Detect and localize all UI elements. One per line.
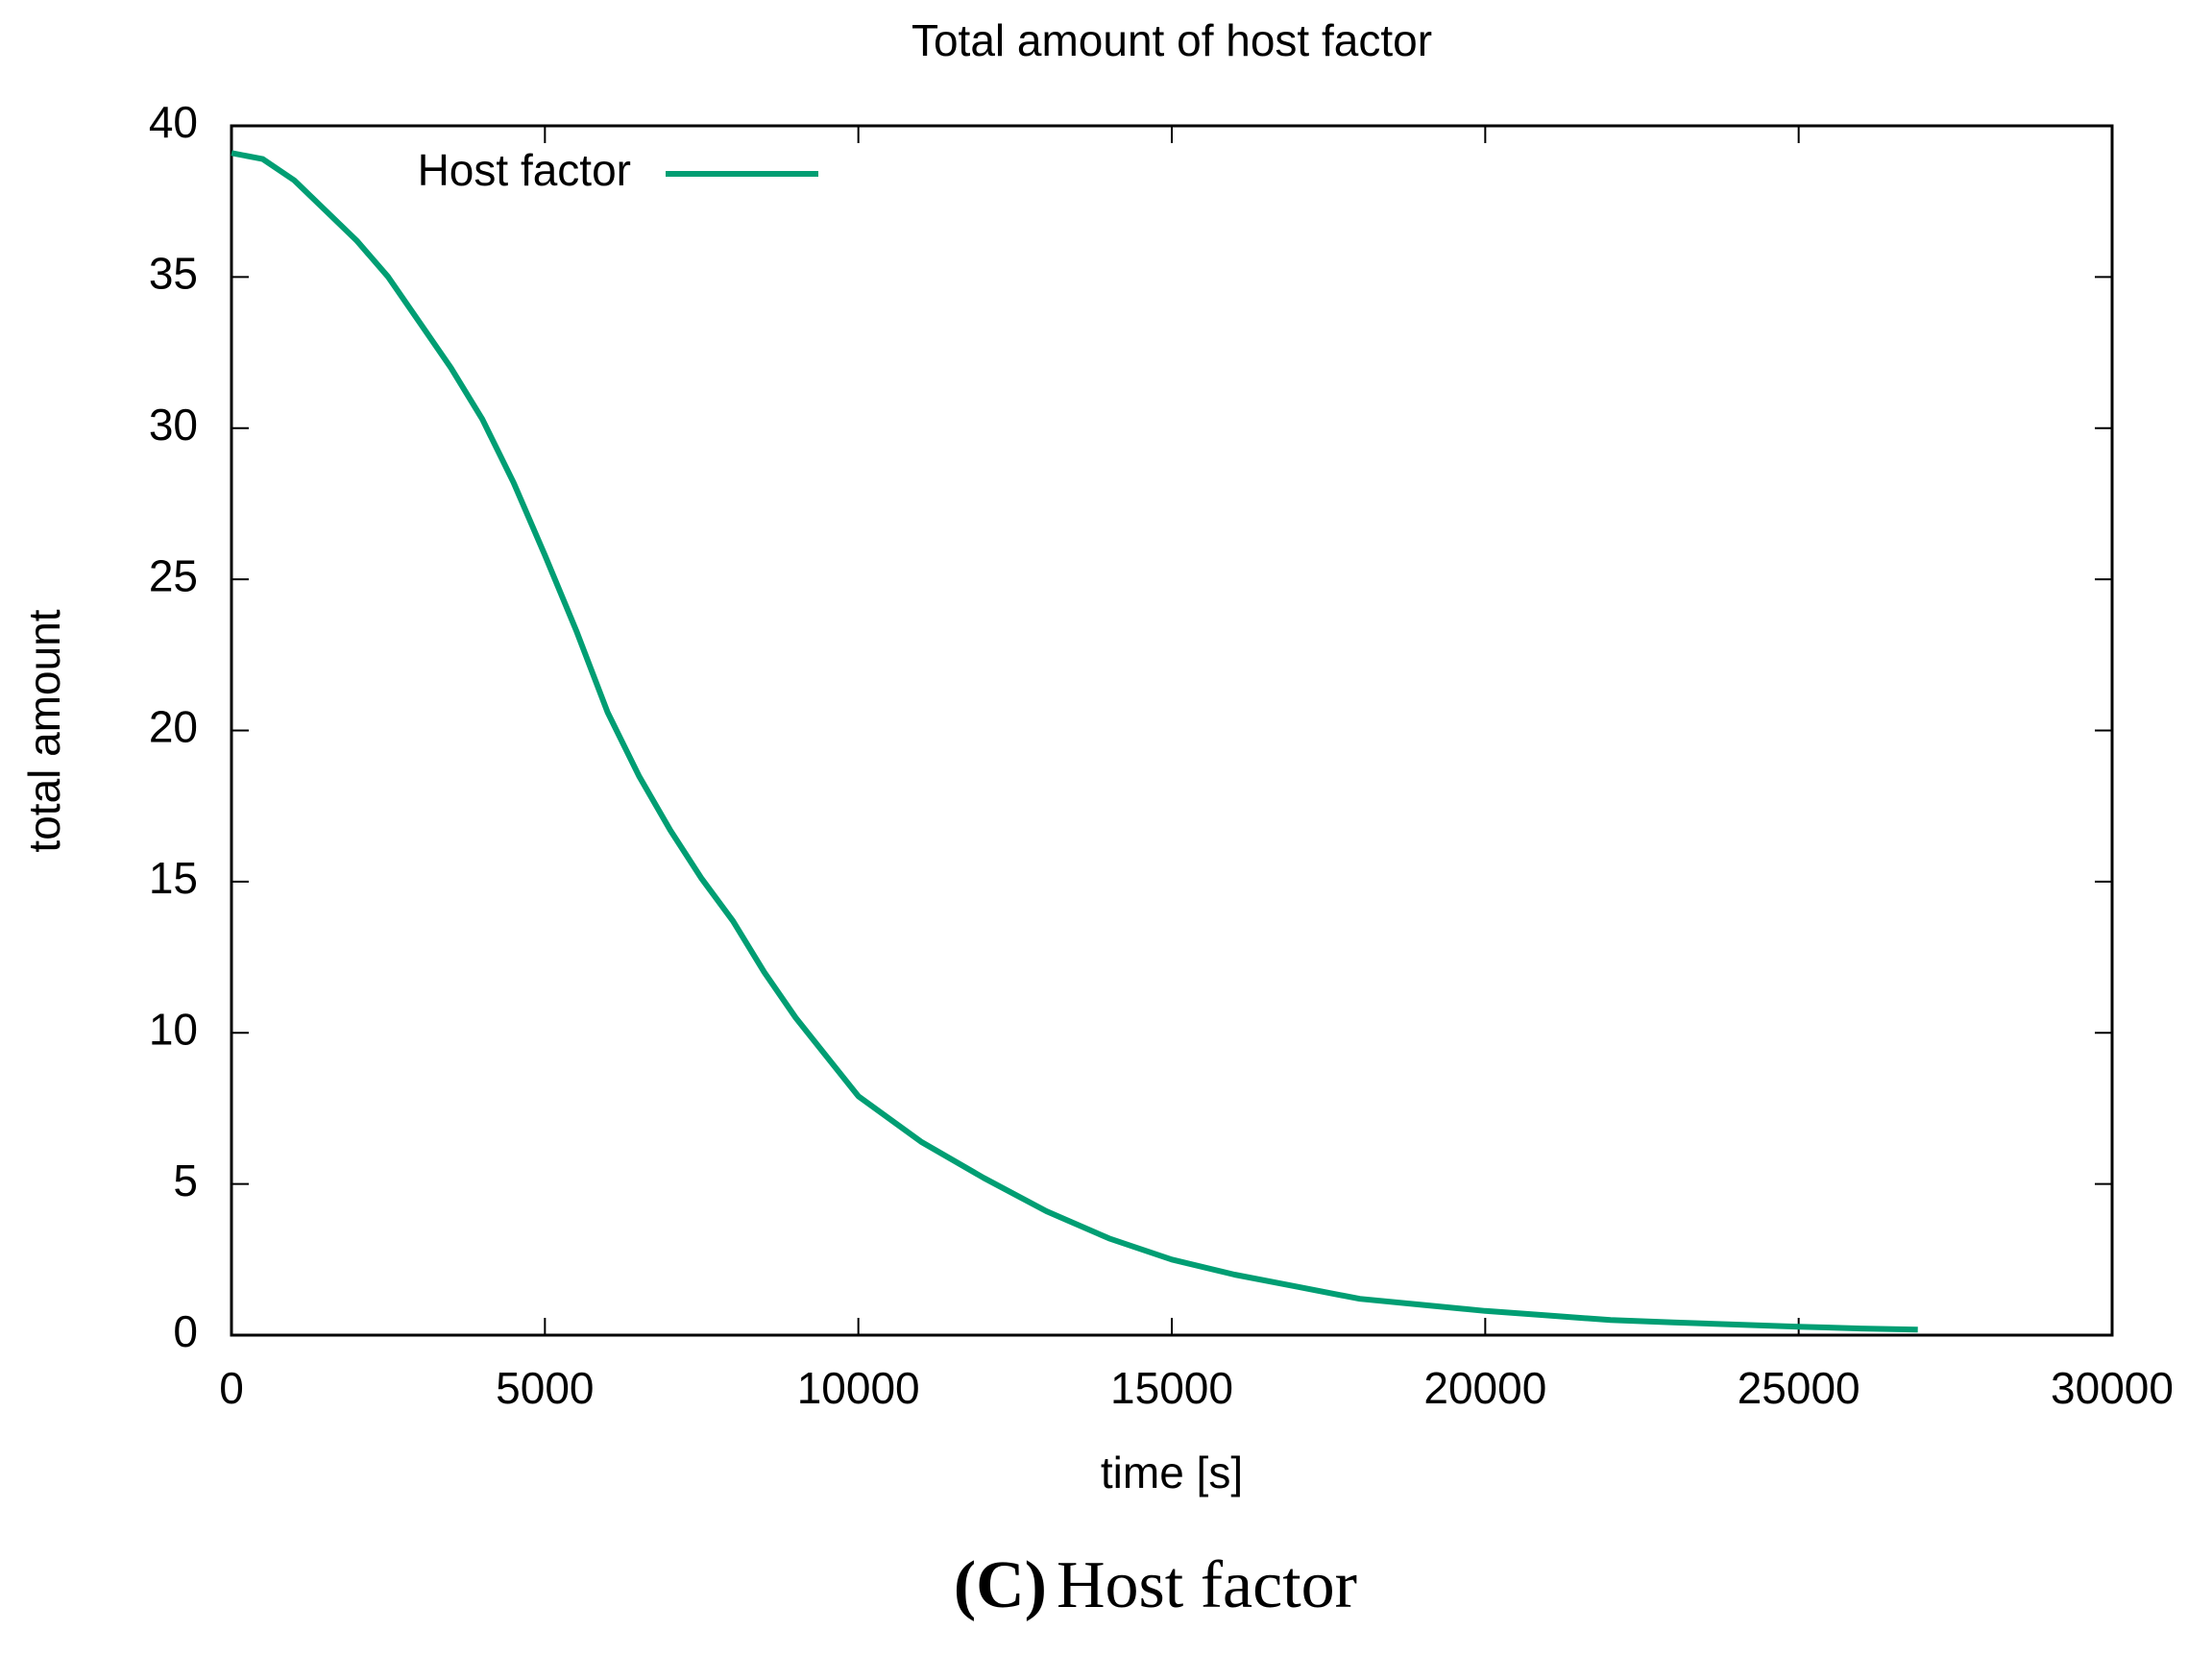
x-tick-label: 20000 <box>1423 1363 1546 1413</box>
x-axis-label: time [s] <box>1101 1448 1243 1497</box>
data-line <box>231 150 1918 1333</box>
y-tick-label: 35 <box>149 249 198 299</box>
y-axis-label: total amount <box>19 609 69 852</box>
y-tick-label: 25 <box>149 550 198 600</box>
y-tick-label: 5 <box>173 1156 198 1205</box>
legend-label: Host factor <box>418 145 631 195</box>
chart-title: Total amount of host factor <box>912 15 1432 65</box>
x-tick-label: 30000 <box>2051 1363 2174 1413</box>
y-tick-label: 20 <box>149 702 198 752</box>
y-tick-label: 10 <box>149 1004 198 1054</box>
y-tick-label: 30 <box>149 400 198 450</box>
x-tick-label: 15000 <box>1110 1363 1233 1413</box>
x-tick-label: 10000 <box>797 1363 920 1413</box>
x-tick-label: 5000 <box>496 1363 594 1413</box>
x-tick-label: 25000 <box>1738 1363 1860 1413</box>
y-tick-label: 0 <box>173 1306 198 1356</box>
plot-frame <box>230 124 2114 1337</box>
caption-text: Host factor <box>1057 1548 1357 1622</box>
caption-label: (C) <box>954 1548 1047 1622</box>
y-tick-label: 15 <box>149 853 198 903</box>
x-tick-label: 0 <box>219 1363 244 1413</box>
y-tick-label: 40 <box>149 97 198 147</box>
